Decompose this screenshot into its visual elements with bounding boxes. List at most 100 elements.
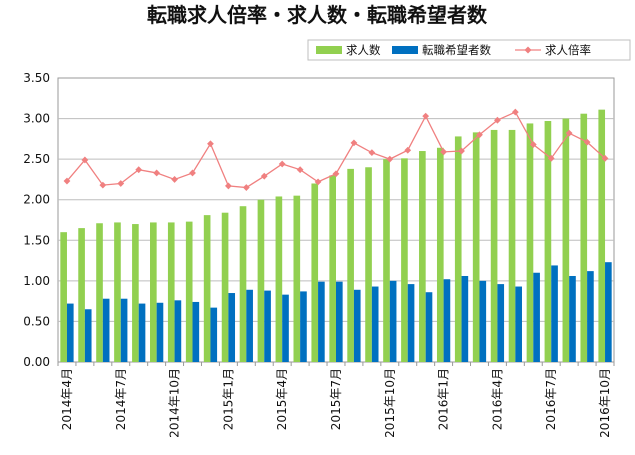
- bar-jobs: [419, 151, 426, 362]
- bar-seekers: [425, 292, 433, 362]
- bar-seekers: [246, 289, 253, 362]
- bar-jobs: [203, 215, 211, 362]
- ratio-marker: [350, 139, 358, 147]
- y-tick-label: 0.00: [23, 355, 50, 369]
- bar-seekers: [443, 279, 451, 362]
- ratio-marker: [529, 141, 537, 148]
- bar-seekers: [461, 275, 469, 362]
- ratio-marker: [547, 154, 555, 162]
- ratio-marker: [404, 146, 412, 154]
- bar-jobs: [185, 221, 193, 362]
- ratio-marker: [153, 169, 161, 177]
- ratio-marker: [494, 116, 501, 124]
- ratio-marker: [242, 184, 250, 191]
- ratio-marker: [583, 138, 591, 146]
- ratio-marker: [458, 147, 465, 155]
- bar-jobs: [132, 224, 139, 362]
- legend-box: [307, 39, 631, 61]
- bar-seekers: [84, 309, 92, 362]
- y-tick-label: 0.50: [23, 314, 50, 328]
- bar-seekers: [192, 301, 200, 362]
- bar-jobs: [150, 222, 157, 362]
- bar-seekers: [228, 293, 236, 362]
- ratio-marker: [99, 181, 107, 189]
- bar-seekers: [605, 262, 612, 362]
- bar-jobs: [454, 136, 462, 362]
- bar-seekers: [264, 290, 271, 362]
- ratio-marker: [63, 177, 71, 185]
- plot-area: 0.00 0.50 1.00 1.50 2.00 2.50 3.00 3.50 2014年4月 2…: [23, 71, 615, 438]
- bar-seekers: [533, 272, 540, 362]
- bar-seekers: [102, 298, 110, 362]
- x-tick-label: 2014年4月: [60, 368, 74, 430]
- x-tick-label: 2015年4月: [275, 368, 289, 430]
- chart-title: 転職求人倍率・求人数・転職希望者数: [147, 3, 488, 27]
- ratio-marker: [565, 129, 573, 137]
- x-tick-label: 2016年10月: [598, 368, 612, 438]
- y-tick-label: 3.00: [23, 112, 50, 126]
- ratio-marker: [278, 160, 286, 168]
- bar-jobs: [275, 196, 283, 362]
- bar-seekers: [389, 280, 397, 362]
- bar-jobs: [562, 118, 570, 362]
- ratio-marker: [440, 148, 448, 156]
- bar-jobs: [239, 206, 247, 362]
- bar-jobs: [347, 168, 354, 362]
- x-tick-label: 2016年1月: [437, 368, 451, 430]
- x-tick-label: 2014年7月: [114, 368, 128, 430]
- ratio-marker: [314, 178, 322, 186]
- legend-label-ratio: 求人倍率: [545, 43, 591, 57]
- ratio-marker: [332, 170, 340, 178]
- ratio-marker: [476, 131, 483, 139]
- bar-seekers: [174, 300, 182, 362]
- bar-seekers: [282, 294, 289, 362]
- bar-jobs: [311, 183, 319, 362]
- ratio-marker: [296, 166, 304, 174]
- bar-jobs: [580, 113, 588, 362]
- bar-jobs: [221, 212, 229, 362]
- bar-seekers: [479, 280, 487, 362]
- ratio-marker: [224, 182, 232, 190]
- bar-jobs: [167, 222, 175, 362]
- ratio-marker: [422, 112, 430, 120]
- bar-seekers: [587, 271, 594, 362]
- bar-jobs: [60, 232, 67, 362]
- bar-seekers: [300, 291, 307, 362]
- bar-jobs: [472, 132, 480, 362]
- ratio-marker: [117, 180, 125, 187]
- bar-seekers: [318, 281, 325, 362]
- ratio-marker: [207, 140, 214, 148]
- bar-jobs: [257, 199, 265, 362]
- bar-jobs: [78, 228, 85, 362]
- y-tick-label: 2.00: [23, 193, 50, 207]
- bar-jobs: [114, 222, 121, 362]
- x-tick-label: 2016年7月: [544, 368, 558, 430]
- bar-jobs: [329, 175, 336, 362]
- bar-seekers: [371, 286, 379, 362]
- bar-seekers: [156, 302, 164, 362]
- x-tick-label: 2015年10月: [383, 368, 397, 438]
- bar-seekers: [210, 307, 218, 362]
- ratio-marker: [260, 172, 268, 180]
- bar-seekers: [569, 275, 576, 362]
- ratio-marker: [386, 155, 394, 163]
- legend-swatch-jobs: [316, 46, 342, 54]
- bar-seekers: [497, 284, 505, 362]
- x-tick-label: 2015年1月: [221, 368, 235, 430]
- bar-jobs: [490, 129, 498, 362]
- bar-jobs: [526, 123, 534, 362]
- x-tick-label: 2016年4月: [490, 368, 504, 430]
- legend-swatch-seekers: [392, 46, 418, 54]
- bar-seekers: [551, 265, 558, 362]
- bar-seekers: [336, 281, 343, 362]
- legend-label-jobs: 求人数: [346, 43, 381, 57]
- ratio-marker: [189, 169, 196, 177]
- y-tick-label: 1.00: [23, 274, 50, 288]
- y-tick-label: 1.50: [23, 233, 50, 247]
- y-tick-label: 3.50: [23, 71, 50, 85]
- bar-jobs: [365, 167, 372, 362]
- bar-jobs: [96, 223, 103, 362]
- y-tick-label: 2.50: [23, 152, 50, 166]
- legend: 求人数 転職希望者数 求人倍率: [307, 39, 631, 61]
